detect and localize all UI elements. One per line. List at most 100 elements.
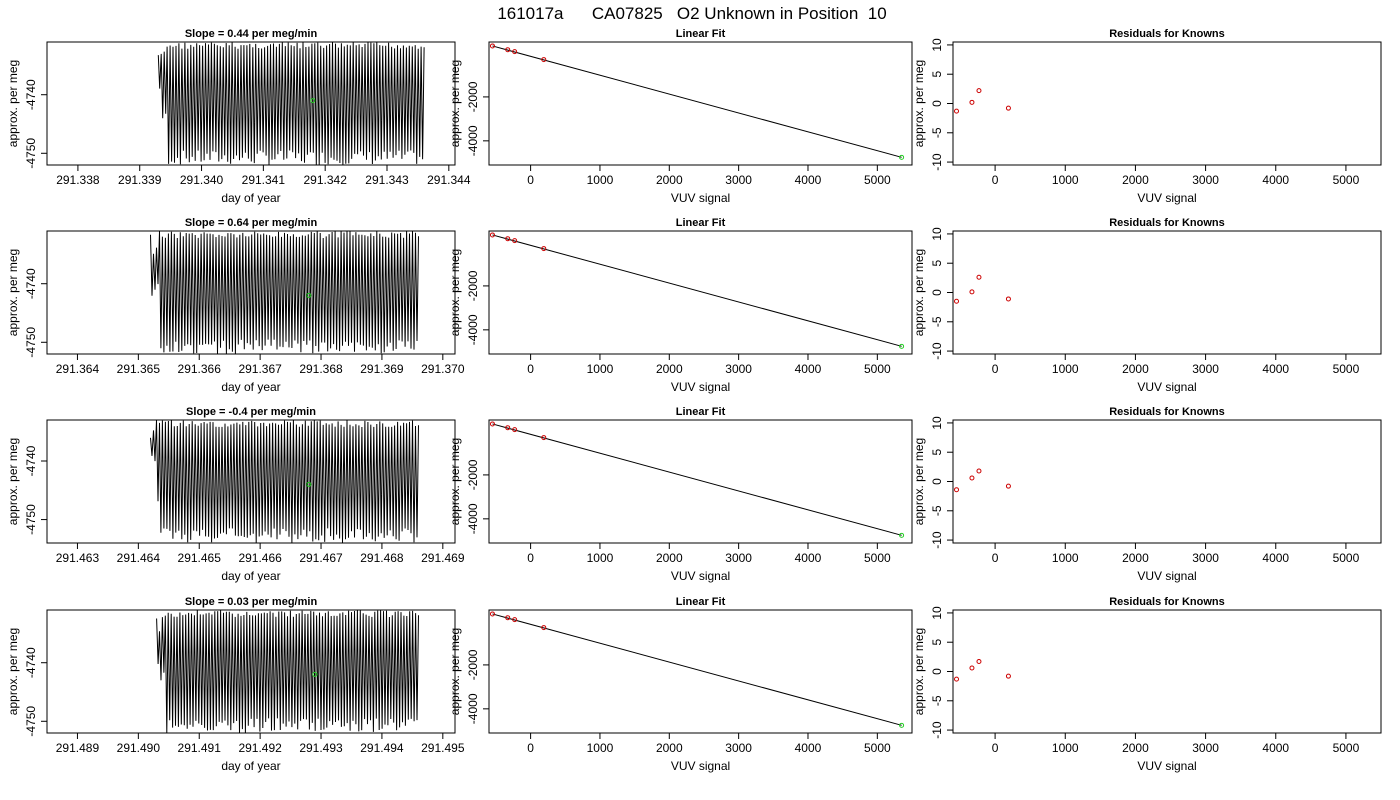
y-axis-label: approx. per meg	[448, 60, 462, 147]
x-tick-label: 5000	[1333, 173, 1360, 187]
residual-point	[976, 468, 982, 474]
plot-frame	[488, 419, 913, 544]
x-tick-label: 1000	[587, 362, 614, 376]
x-tick-label: 291.494	[360, 741, 404, 755]
y-tick-label: -4000	[466, 314, 480, 345]
residual-point	[954, 108, 960, 114]
y-tick-label: -4000	[466, 125, 480, 156]
x-tick-label: 291.491	[178, 741, 222, 755]
y-tick-label: -10	[930, 721, 944, 739]
y-tick-label: -4750	[24, 706, 38, 737]
x-tick-label: 291.464	[117, 551, 161, 565]
x-tick-label: 2000	[656, 741, 683, 755]
y-tick-label: -4750	[24, 504, 38, 535]
residual-point	[969, 289, 975, 295]
x-axis-label: day of year	[221, 380, 280, 394]
x-tick-label: 1000	[587, 741, 614, 755]
x-tick-label: 291.344	[427, 173, 471, 187]
signal-trace	[157, 41, 425, 166]
plot-frame	[952, 419, 1382, 544]
residual-point	[954, 676, 960, 682]
panel-trace-3: Slope = -0.4 per meg/min day of year appro…	[6, 406, 465, 583]
x-tick-label: 1000	[587, 173, 614, 187]
x-tick-label: 2000	[656, 173, 683, 187]
unknown-point	[899, 343, 905, 349]
known-point	[512, 427, 518, 433]
unknown-point	[312, 671, 318, 677]
unknown-point	[899, 532, 905, 538]
x-axis-label: VUV signal	[671, 759, 730, 773]
residual-point	[954, 487, 960, 493]
unknown-point	[899, 154, 905, 160]
panel-title: Linear Fit	[676, 406, 726, 418]
x-tick-label: 291.367	[238, 362, 282, 376]
residual-point	[969, 99, 975, 105]
x-tick-label: 4000	[795, 741, 822, 755]
y-tick-label: -5	[930, 505, 944, 516]
x-axis-label: day of year	[221, 191, 280, 205]
y-tick-label: 0	[930, 100, 944, 107]
y-tick-label: -10	[930, 153, 944, 171]
panel-trace-2: Slope = 0.64 per meg/min day of year appro…	[6, 217, 465, 394]
fit-line	[492, 613, 902, 726]
y-tick-label: -4750	[24, 327, 38, 358]
x-tick-label: 1000	[1052, 362, 1079, 376]
x-axis-label: VUV signal	[1137, 380, 1196, 394]
x-tick-label: 5000	[1333, 551, 1360, 565]
x-tick-label: 291.339	[118, 173, 162, 187]
panel-fit-1: Linear Fit VUV signal approx. per meg 0 1000…	[448, 28, 913, 205]
x-tick-label: 291.365	[117, 362, 161, 376]
known-point	[541, 625, 547, 631]
y-axis-label: approx. per meg	[912, 60, 926, 147]
x-tick-label: 1000	[1052, 173, 1079, 187]
known-point	[512, 617, 518, 623]
x-tick-label: 2000	[1122, 741, 1149, 755]
x-axis-label: VUV signal	[1137, 759, 1196, 773]
y-axis-label: approx. per meg	[6, 438, 20, 525]
y-tick-label: -10	[930, 531, 944, 549]
x-tick-label: 0	[527, 362, 534, 376]
panel-title: Residuals for Knowns	[1109, 406, 1225, 418]
y-tick-label: -4000	[466, 503, 480, 534]
y-axis-label: approx. per meg	[448, 249, 462, 336]
panel-grid: Slope = 0.44 per meg/min day of year appro…	[6, 28, 1382, 773]
x-tick-label: 4000	[795, 551, 822, 565]
x-tick-label: 291.465	[178, 551, 222, 565]
known-point	[505, 615, 511, 621]
x-tick-label: 291.340	[180, 173, 224, 187]
x-tick-label: 291.495	[421, 741, 465, 755]
x-tick-label: 3000	[725, 362, 752, 376]
x-tick-label: 5000	[1333, 362, 1360, 376]
known-point	[541, 246, 547, 252]
unknown-point	[310, 98, 316, 104]
panel-residuals-4: Residuals for Knowns VUV signal approx. pe…	[912, 596, 1382, 773]
known-point	[541, 435, 547, 441]
x-tick-label: 0	[527, 741, 534, 755]
x-tick-label: 1000	[587, 551, 614, 565]
residual-point	[976, 88, 982, 94]
panel-title: Residuals for Knowns	[1109, 28, 1225, 40]
plot-frame	[952, 41, 1382, 166]
panel-title: Linear Fit	[676, 28, 726, 40]
y-axis-label: approx. per meg	[912, 438, 926, 525]
panel-title: Residuals for Knowns	[1109, 217, 1225, 229]
known-point	[505, 425, 511, 431]
fit-line	[492, 45, 902, 158]
panel-fit-2: Linear Fit VUV signal approx. per meg 0 1000…	[448, 217, 913, 394]
y-tick-label: 10	[930, 606, 944, 620]
y-tick-label: -4740	[24, 445, 38, 476]
known-point	[489, 421, 495, 427]
x-tick-label: 291.492	[238, 741, 282, 755]
x-axis-label: VUV signal	[671, 191, 730, 205]
x-tick-label: 3000	[725, 741, 752, 755]
x-tick-label: 3000	[1192, 173, 1219, 187]
y-tick-label: 5	[930, 260, 944, 267]
x-tick-label: 291.490	[117, 741, 161, 755]
y-axis-label: approx. per meg	[912, 628, 926, 715]
y-tick-label: -4740	[24, 268, 38, 299]
x-tick-label: 3000	[1192, 551, 1219, 565]
x-tick-label: 291.370	[421, 362, 465, 376]
panel-title: Linear Fit	[676, 217, 726, 229]
x-axis-label: day of year	[221, 759, 280, 773]
